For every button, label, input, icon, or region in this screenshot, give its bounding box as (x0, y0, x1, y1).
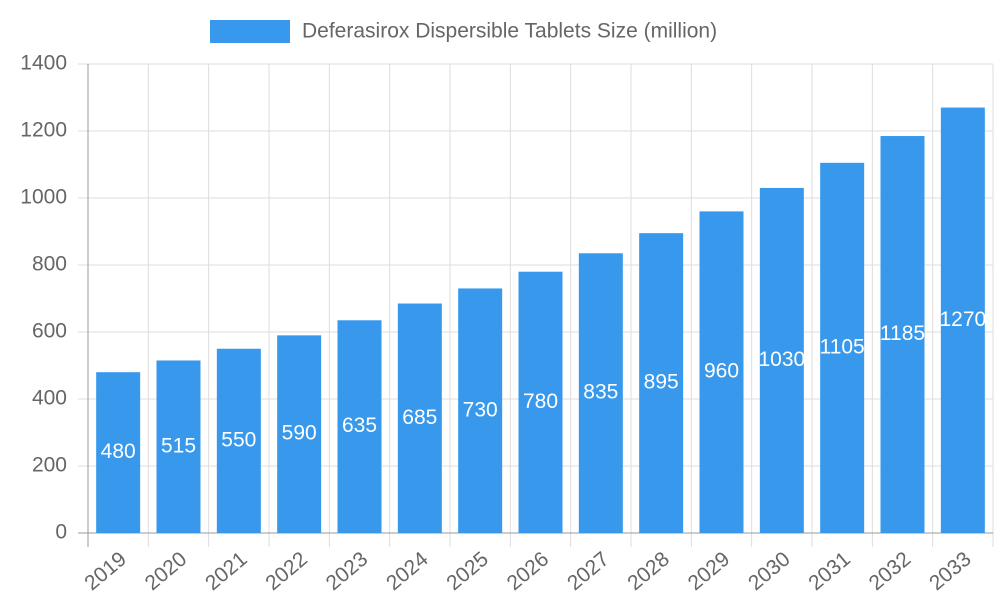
data-label: 515 (161, 434, 196, 457)
x-tick-label: 2030 (744, 547, 795, 595)
bar (940, 107, 985, 534)
legend-swatch (210, 20, 290, 43)
bar (639, 233, 684, 534)
x-tick-label: 2024 (382, 547, 433, 595)
legend-label: Deferasirox Dispersible Tablets Size (mi… (302, 20, 717, 43)
bar (96, 372, 141, 533)
x-tick-label: 2029 (684, 547, 735, 595)
data-label: 590 (282, 422, 317, 445)
y-tick-label: 1200 (20, 119, 67, 142)
bar (699, 211, 744, 533)
bar (518, 271, 563, 533)
data-label: 780 (523, 390, 558, 413)
data-label: 960 (704, 360, 739, 383)
bar (277, 335, 322, 533)
bar (337, 320, 382, 533)
y-tick-label: 200 (32, 454, 67, 477)
x-tick-label: 2031 (804, 547, 855, 595)
data-label: 835 (583, 381, 618, 404)
data-label: 730 (463, 398, 498, 421)
data-label: 1270 (939, 308, 986, 331)
data-label: 480 (101, 440, 136, 463)
bar (578, 253, 623, 533)
data-label: 1185 (880, 322, 925, 345)
x-tick-label: 2028 (623, 547, 674, 595)
data-label: 685 (402, 406, 437, 429)
x-tick-label: 2027 (563, 547, 614, 595)
bar (156, 360, 201, 533)
x-tick-label: 2019 (80, 547, 131, 595)
y-tick-label: 600 (32, 320, 67, 343)
y-tick-label: 800 (32, 253, 67, 276)
bar (759, 187, 804, 533)
x-tick-label: 2026 (503, 547, 554, 595)
data-label: 895 (644, 371, 679, 394)
bar (458, 288, 503, 533)
bar (820, 162, 865, 533)
data-label: 550 (221, 428, 256, 451)
x-tick-label: 2032 (865, 547, 916, 595)
y-tick-label: 400 (32, 387, 67, 410)
y-tick-label: 1000 (20, 186, 67, 209)
y-tick-label: 0 (55, 521, 67, 544)
data-label: 635 (342, 414, 377, 437)
bar (216, 348, 261, 533)
y-tick-label: 1400 (20, 52, 67, 75)
data-label: 1030 (758, 348, 805, 371)
x-tick-label: 2025 (442, 547, 493, 595)
data-label: 1105 (820, 335, 865, 358)
bar (880, 136, 925, 533)
bar (397, 303, 442, 533)
x-tick-label: 2023 (322, 547, 373, 595)
x-tick-label: 2020 (141, 547, 192, 595)
x-tick-label: 2033 (925, 547, 976, 595)
x-tick-label: 2021 (201, 547, 252, 595)
x-tick-label: 2022 (261, 547, 312, 595)
